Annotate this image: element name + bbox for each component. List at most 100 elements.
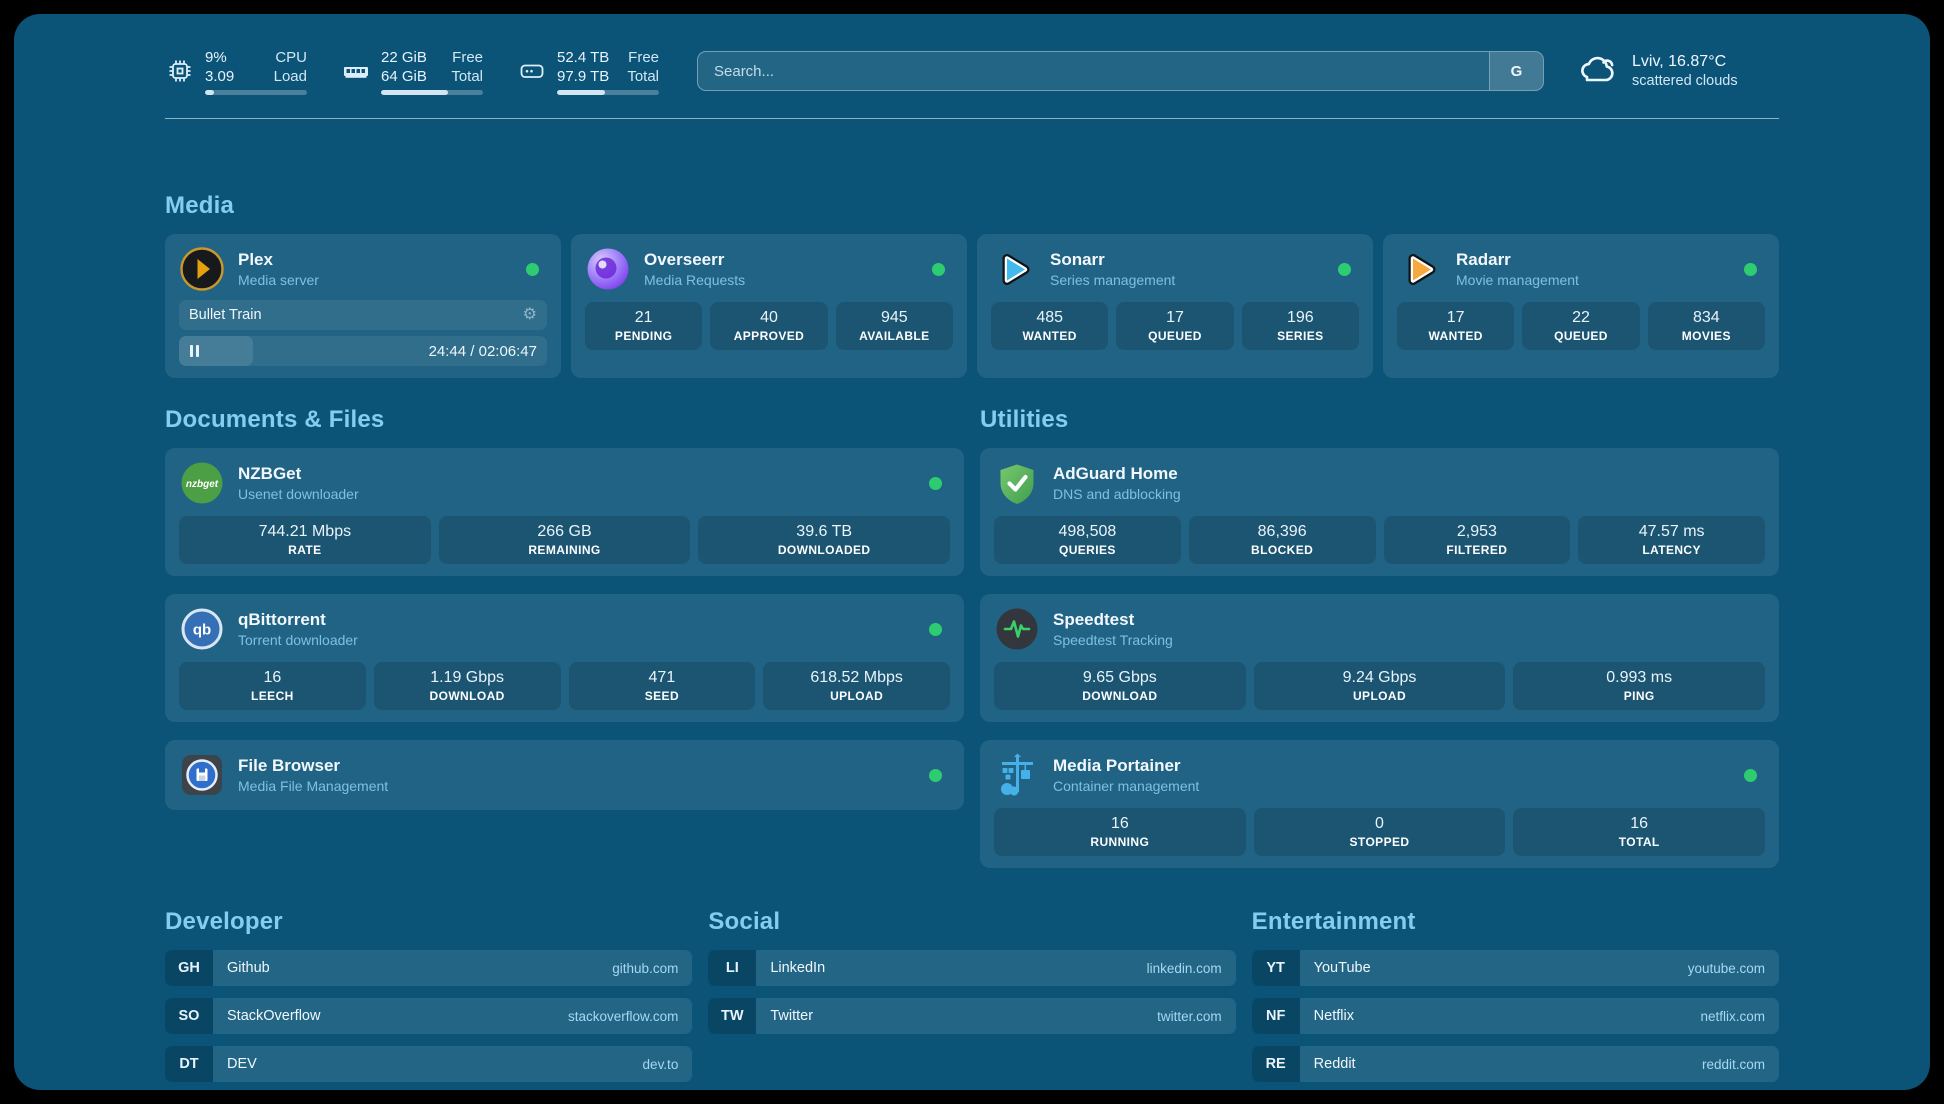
bookmark-name: LinkedIn (770, 960, 826, 976)
top-bar: 9% CPU 3.09 Load 22 (165, 44, 1779, 98)
stat-value: 39.6 TB (796, 523, 853, 540)
stat-remaining: 266 GB REMAINING (438, 516, 691, 564)
media-grid: Plex Media server Bullet Train ⚙ 24:44 /… (165, 234, 1779, 378)
app-card-overseerr[interactable]: Overseerr Media Requests 21 PENDING 40 A… (571, 234, 967, 378)
radarr-icon (1397, 246, 1443, 292)
app-name: Plex (238, 250, 273, 269)
stat-upload: 618.52 Mbps UPLOAD (763, 662, 950, 710)
app-name: qBittorrent (238, 610, 326, 629)
stat-label: APPROVED (733, 329, 805, 343)
stat-label: RATE (288, 543, 322, 557)
playback-time: 24:44 / 02:06:47 (428, 342, 537, 360)
disk-stat-widget: 52.4 TB Free 97.9 TB Total (517, 48, 659, 95)
stat-value: 266 GB (537, 523, 592, 540)
bookmark-dev[interactable]: DT DEV dev.to (165, 1046, 693, 1082)
stat-total: 16 TOTAL (1513, 808, 1766, 856)
section-heading-social: Social (708, 908, 781, 935)
pause-icon[interactable] (190, 345, 199, 357)
stat-label: MOVIES (1681, 329, 1731, 343)
app-card-qbittorrent[interactable]: qb qBittorrent Torrent downloader 16 LEE… (165, 594, 964, 722)
search-input[interactable] (698, 52, 1489, 90)
status-dot (932, 262, 945, 276)
search-engine-button[interactable]: G (1489, 52, 1543, 90)
bookmark-url: dev.to (642, 1056, 679, 1072)
bookmark-abbr: RE (1251, 1046, 1300, 1082)
section-heading-developer: Developer (165, 908, 283, 935)
stat-filtered: 2,953 FILTERED (1383, 516, 1571, 564)
app-card-filebrowser[interactable]: File Browser Media File Management (165, 740, 964, 810)
app-card-adguard[interactable]: AdGuard Home DNS and adblocking 498,508 … (980, 448, 1779, 576)
bookmark-name: Github (227, 960, 270, 976)
bookmark-abbr: SO (165, 998, 213, 1034)
stat-value: 0 (1375, 815, 1384, 832)
bookmark-github[interactable]: GH Github github.com (165, 950, 693, 986)
bookmark-url: github.com (612, 960, 679, 976)
bookmark-abbr: LI (708, 950, 757, 986)
bookmark-url: youtube.com (1687, 960, 1765, 976)
bookmark-url: reddit.com (1701, 1056, 1765, 1072)
bookmark-name: Reddit (1313, 1056, 1356, 1072)
bookmark-stackoverflow[interactable]: SO StackOverflow stackoverflow.com (165, 998, 693, 1034)
stream-settings-icon[interactable]: ⚙ (522, 306, 537, 323)
section-heading-documents: Documents & Files (165, 406, 385, 433)
app-subtitle: DNS and adblocking (1053, 486, 1181, 502)
bookmark-abbr: GH (165, 950, 213, 986)
stat-seed: 471 SEED (568, 662, 756, 710)
stat-available: 945 AVAILABLE (835, 302, 953, 350)
bookmark-reddit[interactable]: RE Reddit reddit.com (1251, 1046, 1779, 1082)
stat-value: 9.24 Gbps (1342, 669, 1417, 686)
app-subtitle: Movie management (1456, 272, 1579, 288)
bookmark-url: linkedin.com (1146, 960, 1222, 976)
overseerr-icon (585, 246, 631, 292)
search-bar: G (697, 51, 1544, 91)
stat-latency: 47.57 ms LATENCY (1578, 516, 1765, 564)
weather-location: Lviv, 16.87°C (1632, 53, 1727, 70)
app-card-radarr[interactable]: Radarr Movie management 17 WANTED 22 QUE… (1383, 234, 1779, 378)
stat-pending: 21 PENDING (585, 302, 703, 350)
app-card-sonarr[interactable]: Sonarr Series management 485 WANTED 17 Q… (977, 234, 1373, 378)
app-name: Overseerr (644, 250, 725, 269)
stat-value: 16 (263, 669, 282, 686)
stat-label: QUEUED (1148, 329, 1202, 343)
app-name: Radarr (1456, 250, 1511, 269)
now-playing-row: Bullet Train ⚙ (179, 300, 547, 330)
bookmark-abbr: NF (1251, 998, 1300, 1034)
header-divider (165, 118, 1779, 119)
bookmark-youtube[interactable]: YT YouTube youtube.com (1251, 950, 1779, 986)
stat-label: LEECH (251, 689, 294, 703)
stat-download: 9.65 Gbps DOWNLOAD (994, 662, 1246, 710)
status-dot (929, 476, 942, 490)
app-subtitle: Media server (238, 272, 319, 288)
stat-value: 744.21 Mbps (258, 523, 352, 540)
stat-ping: 0.993 ms PING (1513, 662, 1766, 710)
stat-upload: 9.24 Gbps UPLOAD (1253, 662, 1506, 710)
stat-label: DOWNLOADED (777, 543, 871, 557)
disk-free: 52.4 TB (557, 48, 610, 66)
stat-label: LATENCY (1642, 543, 1701, 557)
stat-value: 618.52 Mbps (810, 669, 903, 686)
stat-label: DOWNLOAD (1082, 689, 1158, 703)
app-card-nzbget[interactable]: nzbget NZBGet Usenet downloader 744.21 M… (165, 448, 964, 576)
speedtest-icon (994, 606, 1040, 652)
stat-queries: 498,508 QUERIES (994, 516, 1181, 564)
stat-value: 9.65 Gbps (1082, 669, 1157, 686)
stat-rate: 744.21 Mbps RATE (179, 516, 431, 564)
stat-leech: 16 LEECH (179, 662, 366, 710)
stat-value: 40 (760, 309, 778, 326)
app-card-portainer[interactable]: Media Portainer Container management 16 … (980, 740, 1779, 868)
bookmark-netflix[interactable]: NF Netflix netflix.com (1251, 998, 1779, 1034)
bookmark-linkedin[interactable]: LI LinkedIn linkedin.com (708, 950, 1236, 986)
bookmark-twitter[interactable]: TW Twitter twitter.com (708, 998, 1236, 1034)
ram-progress-bar (381, 89, 483, 95)
app-card-speedtest[interactable]: Speedtest Speedtest Tracking 9.65 Gbps D… (980, 594, 1779, 722)
bookmark-abbr: DT (165, 1046, 213, 1082)
weather-widget: Lviv, 16.87°C scattered clouds (1574, 51, 1779, 92)
stat-value: 16 (1630, 815, 1649, 832)
app-card-plex[interactable]: Plex Media server Bullet Train ⚙ 24:44 /… (165, 234, 561, 378)
bookmark-abbr: YT (1251, 950, 1300, 986)
stat-series: 196 SERIES (1241, 302, 1359, 350)
stat-value: 21 (634, 309, 653, 326)
section-heading-media: Media (165, 192, 235, 219)
stat-value: 1.19 Gbps (430, 669, 505, 686)
playback-progress-bar[interactable]: 24:44 / 02:06:47 (179, 336, 547, 366)
